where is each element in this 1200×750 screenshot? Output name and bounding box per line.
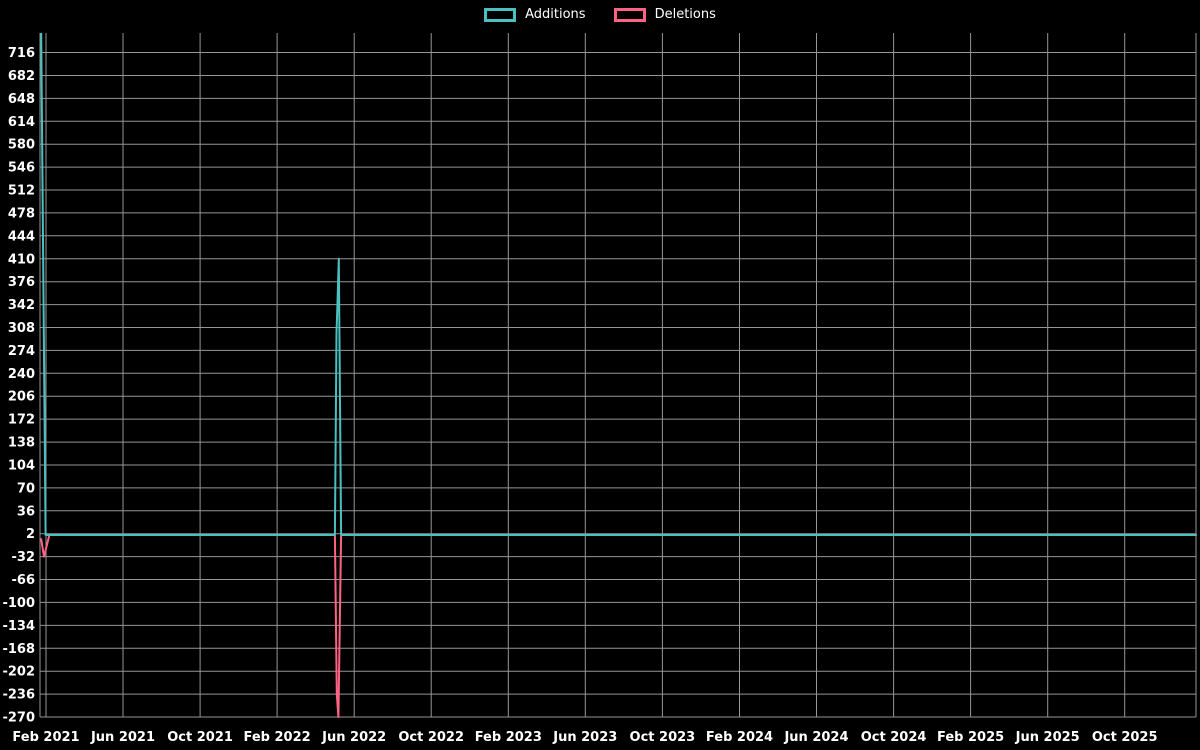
svg-text:Jun 2023: Jun 2023: [552, 730, 617, 745]
legend-label-additions: Additions: [525, 7, 586, 22]
svg-text:410: 410: [8, 252, 35, 267]
svg-text:Jun 2022: Jun 2022: [321, 730, 386, 745]
svg-text:-134: -134: [2, 619, 35, 634]
svg-text:Oct 2024: Oct 2024: [861, 730, 927, 745]
svg-text:-32: -32: [12, 550, 36, 565]
svg-text:648: 648: [8, 92, 35, 107]
svg-text:546: 546: [8, 161, 35, 176]
svg-text:2: 2: [26, 527, 35, 542]
svg-text:512: 512: [8, 184, 35, 199]
svg-text:Feb 2024: Feb 2024: [706, 730, 773, 745]
svg-text:Jun 2024: Jun 2024: [783, 730, 848, 745]
svg-text:Feb 2023: Feb 2023: [475, 730, 542, 745]
svg-text:Oct 2023: Oct 2023: [630, 730, 696, 745]
additions-swatch-icon: [484, 7, 517, 22]
svg-text:342: 342: [8, 298, 35, 313]
svg-text:240: 240: [8, 367, 35, 382]
svg-text:104: 104: [8, 459, 35, 474]
svg-text:682: 682: [8, 69, 35, 84]
svg-text:-168: -168: [2, 642, 35, 657]
svg-text:444: 444: [8, 229, 35, 244]
svg-text:478: 478: [8, 206, 35, 221]
svg-text:Feb 2025: Feb 2025: [937, 730, 1004, 745]
svg-text:Oct 2021: Oct 2021: [167, 730, 233, 745]
svg-text:36: 36: [17, 504, 35, 519]
svg-text:138: 138: [8, 436, 35, 451]
svg-text:-236: -236: [2, 688, 35, 703]
svg-text:-100: -100: [2, 596, 35, 611]
svg-text:Oct 2022: Oct 2022: [398, 730, 464, 745]
legend-item-deletions[interactable]: Deletions: [613, 7, 716, 22]
svg-text:274: 274: [8, 344, 35, 359]
svg-text:206: 206: [8, 390, 35, 405]
svg-text:308: 308: [8, 321, 35, 336]
svg-text:Jun 2025: Jun 2025: [1015, 730, 1080, 745]
svg-text:-202: -202: [2, 665, 35, 680]
svg-text:580: 580: [8, 138, 35, 153]
svg-text:Feb 2021: Feb 2021: [12, 730, 79, 745]
svg-text:-270: -270: [2, 711, 35, 726]
svg-text:716: 716: [8, 46, 35, 61]
svg-text:172: 172: [8, 413, 35, 428]
legend-label-deletions: Deletions: [654, 7, 716, 22]
svg-text:614: 614: [8, 115, 35, 130]
legend-item-additions[interactable]: Additions: [484, 7, 586, 22]
svg-text:Jun 2021: Jun 2021: [90, 730, 155, 745]
svg-text:-66: -66: [12, 573, 36, 588]
chart-legend: Additions Deletions: [0, 7, 1200, 22]
svg-text:Oct 2025: Oct 2025: [1092, 730, 1158, 745]
svg-text:70: 70: [17, 481, 35, 496]
svg-text:Feb 2022: Feb 2022: [244, 730, 311, 745]
svg-text:376: 376: [8, 275, 35, 290]
deletions-swatch-icon: [613, 7, 646, 22]
